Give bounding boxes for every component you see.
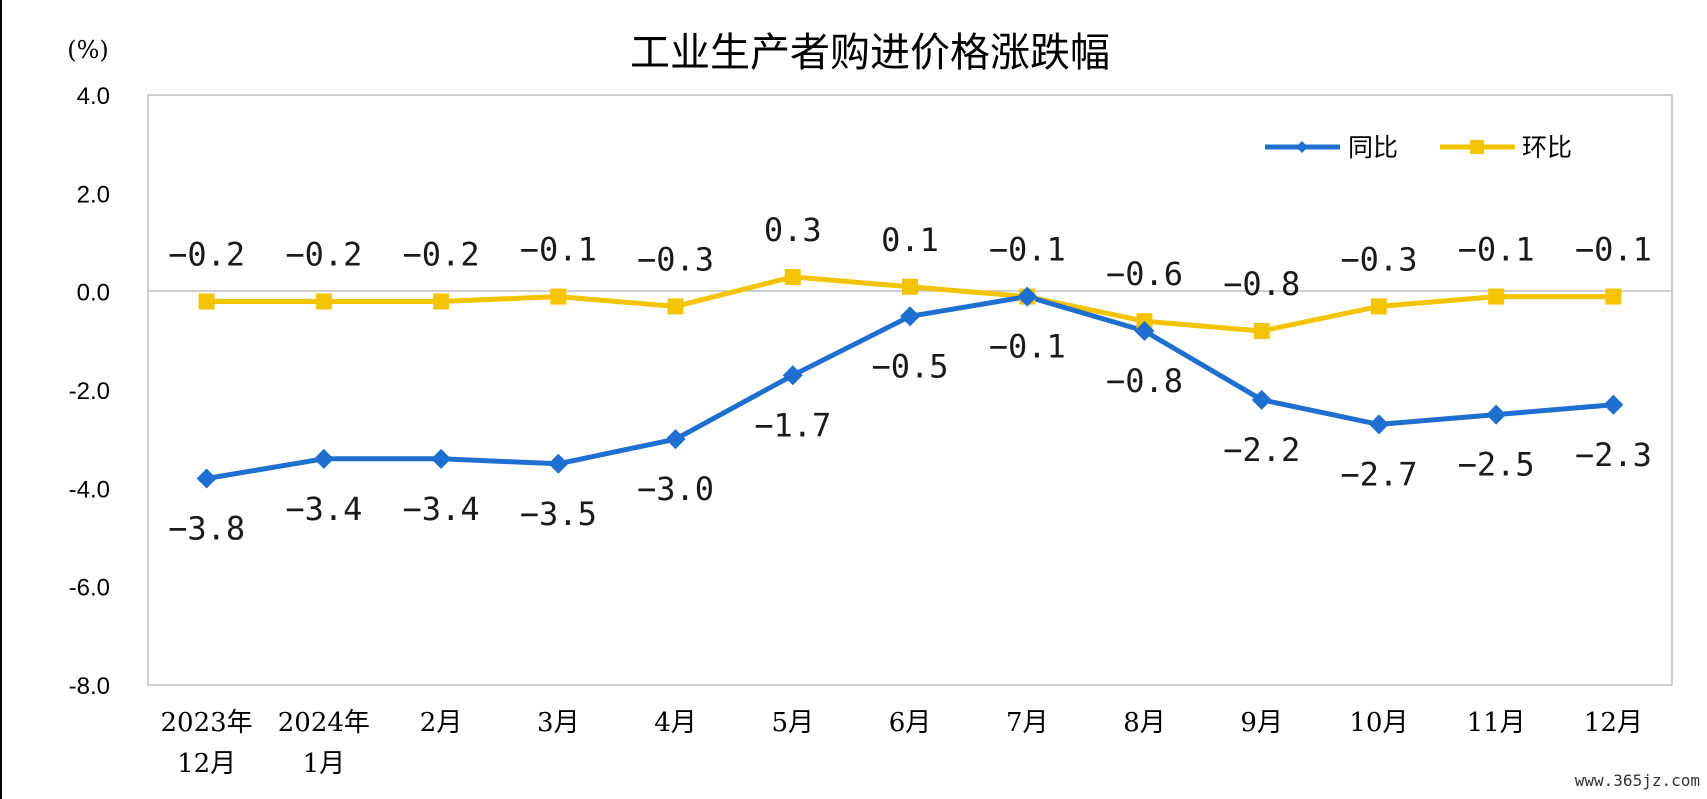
legend-label-mom: 环比 (1522, 133, 1572, 162)
series-layer (196, 268, 1624, 489)
data-label-mom: 0.3 (764, 211, 822, 249)
y-tick-label: 0.0 (77, 280, 110, 307)
watermark: www.365jz.com (1575, 771, 1700, 790)
data-point-yoy (313, 448, 334, 469)
x-tick-label: 2023年 (161, 708, 253, 738)
data-point-yoy (1251, 389, 1272, 410)
data-point-yoy (431, 448, 452, 469)
legend-marker-yoy (1296, 141, 1308, 153)
y-tick-label: 4.0 (77, 83, 110, 110)
legend-label-yoy: 同比 (1348, 133, 1398, 162)
x-tick-label: 10月 (1349, 708, 1408, 738)
data-label-yoy: −3.4 (403, 490, 480, 528)
data-label-yoy: −2.5 (1458, 446, 1535, 484)
data-point-mom (1370, 298, 1387, 315)
y-axis-ticks: 4.0 2.0 0.0 -2.0 -4.0 -6.0 -8.0 (69, 83, 110, 700)
data-label-mom: 0.1 (881, 221, 939, 259)
x-tick-label: 4月 (654, 708, 697, 738)
data-point-yoy (665, 429, 686, 450)
data-label-yoy: −0.8 (1106, 362, 1183, 400)
x-tick-label: 6月 (889, 708, 932, 738)
x-tick-label: 9月 (1240, 708, 1283, 738)
data-point-mom (902, 278, 918, 295)
x-tick-label: 8月 (1123, 708, 1166, 738)
data-label-mom: −0.3 (637, 240, 714, 278)
data-label-mom: −0.1 (1458, 231, 1535, 269)
data-point-yoy (1134, 321, 1155, 341)
data-label-yoy: −2.7 (1340, 455, 1417, 493)
data-point-yoy (782, 365, 803, 386)
data-label-mom: −0.1 (520, 231, 597, 269)
x-tick-label: 3月 (537, 708, 580, 738)
x-tick-label: 2024年 (278, 708, 370, 738)
data-point-yoy (1603, 394, 1624, 415)
data-label-mom: −0.6 (1106, 255, 1183, 293)
x-tick-label: 1月 (303, 749, 346, 779)
data-point-mom (550, 288, 567, 305)
data-label-mom: −0.2 (168, 236, 245, 274)
x-axis-ticks: 2023年 12月 2024年 1月 2月 3月 4月 5月 6月 7月 8月 9月 10月 11月 12月 (161, 708, 1643, 779)
data-point-yoy (1486, 404, 1507, 425)
chart-title: 工业生产者购进价格涨跌幅 (630, 30, 1110, 76)
plot-area (147, 94, 1673, 686)
x-tick-label: 11月 (1467, 708, 1526, 738)
data-label-yoy: −0.1 (989, 328, 1066, 366)
data-label-mom: −0.2 (285, 236, 362, 274)
legend-item-mom: 环比 (1440, 133, 1572, 162)
data-point-mom (1253, 323, 1270, 339)
y-axis-unit-label: (%) (67, 36, 109, 64)
data-label-yoy: −2.3 (1575, 436, 1652, 474)
data-point-yoy (1368, 414, 1389, 435)
data-label-yoy: −3.5 (520, 495, 597, 533)
data-label-yoy: −0.5 (871, 347, 948, 385)
data-label-yoy: −2.2 (1223, 431, 1300, 469)
data-point-yoy (548, 453, 569, 474)
data-point-mom (1605, 288, 1622, 305)
y-tick-label: 2.0 (77, 181, 110, 208)
data-point-yoy (196, 468, 217, 489)
y-tick-label: -8.0 (69, 673, 110, 700)
data-label-mom: −0.1 (989, 231, 1066, 269)
y-tick-label: -4.0 (69, 476, 110, 503)
data-point-yoy (1017, 286, 1038, 307)
legend-item-yoy: 同比 (1265, 133, 1398, 162)
data-label-mom: −0.3 (1340, 240, 1417, 278)
data-point-mom (198, 293, 215, 310)
data-point-mom (784, 268, 801, 285)
x-tick-label: 12月 (177, 749, 236, 779)
y-tick-label: -2.0 (69, 378, 110, 405)
data-label-yoy: −3.0 (637, 470, 714, 508)
data-label-layer: −0.2 −0.2 −0.2 −0.1 −0.3 0.3 0.1 −0.1 −0.6 −0.8 −0… (168, 211, 1652, 548)
data-label-mom: −0.2 (403, 236, 480, 274)
data-label-yoy: −3.4 (285, 490, 362, 528)
data-point-mom (1488, 288, 1505, 305)
y-tick-label: -6.0 (69, 575, 110, 602)
x-tick-label: 2月 (420, 708, 463, 738)
x-tick-label: 7月 (1006, 708, 1049, 738)
data-point-mom (667, 298, 684, 315)
legend-marker-mom (1470, 140, 1484, 154)
x-tick-label: 5月 (771, 708, 814, 738)
data-point-mom (315, 293, 332, 310)
left-border (0, 0, 2, 799)
data-label-mom: −0.1 (1575, 231, 1652, 269)
x-tick-label: 12月 (1584, 708, 1643, 738)
data-label-yoy: −3.8 (168, 510, 245, 548)
data-point-yoy (900, 306, 920, 327)
data-label-mom: −0.8 (1223, 265, 1300, 303)
data-label-yoy: −1.7 (754, 406, 831, 444)
legend: 同比 环比 (1265, 133, 1572, 162)
data-point-mom (433, 293, 450, 310)
